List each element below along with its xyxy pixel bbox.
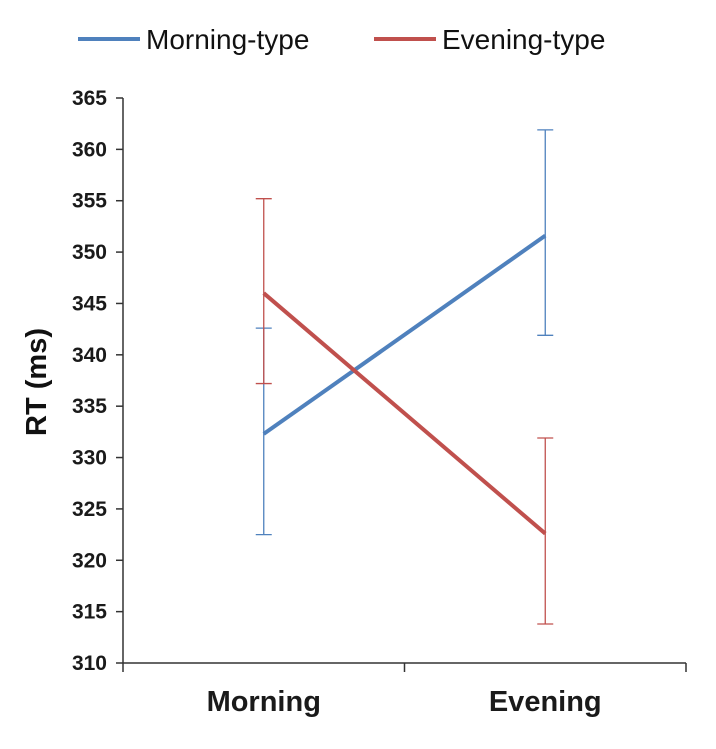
y-tick-label: 335: [72, 395, 107, 418]
y-tick-label: 340: [72, 344, 107, 367]
y-tick-label: 365: [72, 87, 107, 110]
y-tick-label: 325: [72, 498, 107, 521]
x-tick-label: Morning: [207, 686, 321, 718]
series-line-morning-type: [264, 236, 546, 434]
y-tick-label: 345: [72, 292, 107, 315]
y-tick-label: 320: [72, 549, 107, 572]
legend-item: Morning-type: [78, 24, 309, 55]
y-tick-label: 355: [72, 190, 107, 213]
y-tick-label: 310: [72, 652, 107, 675]
legend-item: Evening-type: [374, 24, 605, 55]
axes: RT (ms) 310 315 320 325 330 335 340 345 350 355 36…: [21, 87, 686, 718]
x-tick-label: Evening: [489, 686, 602, 718]
error-bars: [256, 130, 554, 624]
y-tick-label: 315: [72, 601, 107, 624]
legend-label: Evening-type: [442, 24, 605, 55]
legend-label: Morning-type: [146, 24, 309, 55]
y-tick-label: 350: [72, 241, 107, 264]
y-tick-label: 360: [72, 138, 107, 161]
series-lines: [264, 236, 546, 534]
legend: Morning-type Evening-type: [78, 24, 605, 55]
y-tick-label: 330: [72, 447, 107, 470]
y-axis-label: RT (ms): [21, 328, 53, 436]
error-bar: [537, 130, 553, 335]
series-line-evening-type: [264, 293, 546, 533]
error-bar: [256, 199, 272, 384]
